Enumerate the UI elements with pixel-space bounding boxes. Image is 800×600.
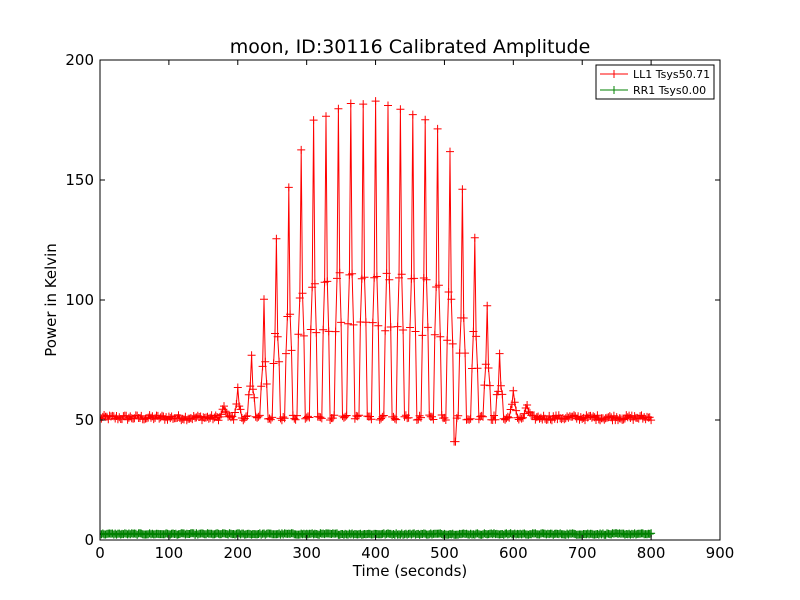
series-markers-ll1 — [100, 97, 656, 446]
legend-marker-rr1 — [610, 86, 618, 94]
series-layer — [100, 97, 656, 539]
x-tick-label: 900 — [706, 544, 735, 562]
series-markers-rr1 — [100, 529, 656, 539]
legend-box — [595, 64, 715, 100]
chart-title: moon, ID:30116 Calibrated Amplitude — [230, 36, 591, 58]
y-tick-label: 100 — [65, 291, 94, 309]
legend-marker-ll1 — [610, 70, 618, 78]
x-tick-label: 400 — [361, 544, 390, 562]
legend: LL1 Tsys50.71 RR1 Tsys0.00 — [595, 64, 715, 100]
x-tick-label: 600 — [499, 544, 528, 562]
y-axis-label: Power in Kelvin — [42, 243, 60, 357]
y-tick-label: 50 — [75, 411, 94, 429]
x-tick-label: 200 — [223, 544, 252, 562]
x-tick-label: 700 — [568, 544, 597, 562]
x-tick-label: 100 — [155, 544, 184, 562]
x-tick-label: 500 — [430, 544, 459, 562]
x-tick-label: 300 — [292, 544, 321, 562]
ticks-layer: 0 100 200 300 400 500 600 700 800 900 0 50 100 150 200 — [65, 51, 734, 562]
legend-label-ll1: LL1 Tsys50.71 — [633, 68, 710, 81]
x-tick-label: 0 — [95, 544, 105, 562]
y-tick-label: 0 — [84, 531, 94, 549]
y-tick-label: 150 — [65, 171, 94, 189]
x-axis-label: Time (seconds) — [352, 562, 468, 580]
y-tick-label: 200 — [65, 51, 94, 69]
legend-label-rr1: RR1 Tsys0.00 — [633, 84, 706, 97]
x-tick-label: 800 — [637, 544, 666, 562]
